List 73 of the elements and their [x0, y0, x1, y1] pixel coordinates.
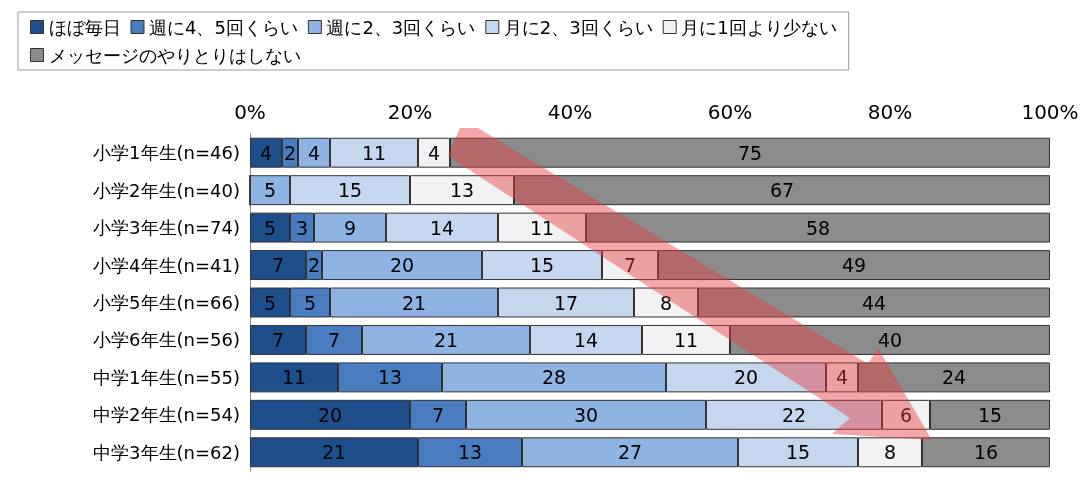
- data-label: 3: [295, 216, 309, 239]
- x-tick-label: 20%: [387, 100, 433, 124]
- data-label: 15: [337, 179, 363, 202]
- data-label: 2: [283, 141, 297, 164]
- x-tick-label: 100%: [1021, 100, 1079, 124]
- x-tick-label: 40%: [547, 100, 593, 124]
- data-label: 75: [737, 141, 763, 164]
- data-label: 4: [259, 141, 273, 164]
- data-label: 4: [835, 366, 849, 389]
- x-tick-label: 80%: [867, 100, 913, 124]
- y-tick-label: 小学3年生(n=74): [93, 217, 240, 239]
- data-label: 13: [377, 366, 403, 389]
- y-tick-label: 中学3年生(n=62): [93, 441, 240, 463]
- data-label: 28: [541, 366, 567, 389]
- data-label: 11: [281, 366, 307, 389]
- data-label: 49: [841, 254, 867, 277]
- data-label: 30: [573, 403, 599, 426]
- data-label: 5: [263, 291, 277, 314]
- data-label: 13: [457, 441, 483, 464]
- data-label: 11: [529, 216, 555, 239]
- data-label: 21: [433, 328, 459, 351]
- x-tick-label: 0%: [234, 100, 266, 124]
- legend-label: 週に2、3回くらい: [326, 16, 476, 38]
- data-label: 67: [769, 179, 795, 202]
- y-tick-label: 小学4年生(n=41): [93, 254, 240, 276]
- data-label: 7: [623, 254, 637, 277]
- data-label: 14: [429, 216, 455, 239]
- data-label: 20: [317, 403, 343, 426]
- data-label: 7: [327, 328, 341, 351]
- data-label: 5: [263, 179, 277, 202]
- data-label: 15: [977, 403, 1003, 426]
- data-label: 7: [271, 328, 285, 351]
- y-tick-label: 小学6年生(n=56): [93, 329, 240, 351]
- legend-label: 月に2、3回くらい: [503, 16, 653, 38]
- data-label: 6: [899, 403, 913, 426]
- legend-label: 週に4、5回くらい: [149, 16, 298, 38]
- data-label: 40: [877, 328, 903, 351]
- data-label: 5: [303, 291, 317, 314]
- y-tick-label: 小学5年生(n=66): [93, 292, 240, 313]
- data-label: 21: [401, 291, 427, 314]
- data-label: 20: [389, 254, 415, 277]
- legend-label: 月に1回より少ない: [681, 16, 837, 38]
- legend-label: メッセージのやりとりはしない: [48, 44, 301, 66]
- data-label: 14: [573, 328, 599, 351]
- data-label: 15: [785, 441, 811, 464]
- data-label: 58: [805, 216, 831, 239]
- data-label: 7: [271, 254, 285, 277]
- data-label: 22: [781, 403, 807, 426]
- y-tick-label: 小学2年生(n=40): [93, 179, 240, 201]
- data-label: 44: [861, 291, 887, 314]
- data-label: 8: [883, 441, 897, 464]
- data-label: 7: [431, 403, 445, 426]
- data-label: 4: [427, 141, 441, 164]
- data-label: 2: [307, 254, 321, 277]
- data-label: 8: [659, 291, 673, 314]
- data-label: 20: [733, 366, 759, 389]
- data-label: 9: [343, 216, 357, 239]
- y-tick-label: 小学1年生(n=46): [93, 142, 240, 164]
- y-tick-label: 中学1年生(n=55): [93, 366, 240, 388]
- data-label: 4: [307, 141, 321, 164]
- data-label: 11: [673, 328, 699, 351]
- data-label: 5: [263, 216, 277, 239]
- data-label: 21: [321, 441, 347, 464]
- legend-label: ほぼ毎日: [48, 16, 121, 38]
- data-label: 17: [553, 291, 579, 314]
- y-tick-label: 中学2年生(n=54): [93, 404, 240, 426]
- data-label: 24: [941, 366, 967, 389]
- data-label: 15: [529, 254, 555, 277]
- data-label: 11: [361, 141, 387, 164]
- x-tick-label: 60%: [707, 100, 753, 124]
- data-label: 13: [449, 179, 475, 202]
- data-label: 27: [617, 441, 643, 464]
- data-label: 16: [973, 441, 999, 464]
